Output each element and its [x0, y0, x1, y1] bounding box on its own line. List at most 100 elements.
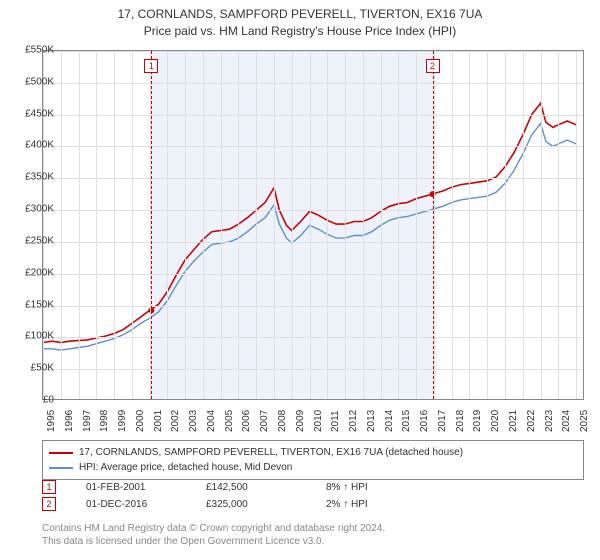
xtick-label: 2014 — [384, 410, 395, 432]
ytick-label: £0 — [14, 395, 54, 406]
gridline-v — [61, 51, 62, 399]
xtick-label: 1995 — [46, 410, 57, 432]
sale-pct-1: 8% ↑ HPI — [326, 482, 416, 493]
xtick-label: 2007 — [259, 410, 270, 432]
sale-row-2: 2 01-DEC-2016 £325,000 2% ↑ HPI — [42, 497, 416, 511]
gridline-h — [43, 178, 583, 179]
gridline-v — [345, 51, 346, 399]
xtick-label: 1999 — [117, 410, 128, 432]
ytick-label: £500K — [14, 76, 54, 87]
legend-box: 17, CORNLANDS, SAMPFORD PEVERELL, TIVERT… — [42, 440, 584, 480]
gridline-v — [256, 51, 257, 399]
sale-pct-2: 2% ↑ HPI — [326, 499, 416, 510]
xtick-label: 2019 — [472, 410, 483, 432]
xtick-label: 2006 — [241, 410, 252, 432]
title-line-2: Price paid vs. HM Land Registry's House … — [0, 23, 600, 40]
sale-row-1: 1 01-FEB-2001 £142,500 8% ↑ HPI — [42, 480, 416, 494]
xtick-label: 2017 — [437, 410, 448, 432]
gridline-v — [523, 51, 524, 399]
gridline-v — [363, 51, 364, 399]
ytick-label: £400K — [14, 140, 54, 151]
gridline-v — [398, 51, 399, 399]
gridline-v — [558, 51, 559, 399]
footer-line-1: Contains HM Land Registry data © Crown c… — [42, 522, 385, 535]
xtick-label: 2005 — [224, 410, 235, 432]
xtick-label: 2013 — [366, 410, 377, 432]
legend-label-blue: HPI: Average price, detached house, Mid … — [79, 460, 292, 475]
sale-date-1: 01-FEB-2001 — [86, 482, 176, 493]
gridline-v — [274, 51, 275, 399]
gridline-v — [114, 51, 115, 399]
gridline-v — [79, 51, 80, 399]
xtick-label: 2015 — [401, 410, 412, 432]
ytick-label: £50K — [14, 363, 54, 374]
ytick-label: £100K — [14, 331, 54, 342]
xtick-label: 2024 — [561, 410, 572, 432]
xtick-label: 1998 — [99, 410, 110, 432]
xtick-label: 2003 — [188, 410, 199, 432]
footer-line-2: This data is licensed under the Open Gov… — [42, 535, 385, 548]
xtick-label: 1996 — [64, 410, 75, 432]
gridline-h — [43, 83, 583, 84]
gridline-h — [43, 337, 583, 338]
chart-marker-1: 1 — [144, 59, 158, 73]
legend-row-blue: HPI: Average price, detached house, Mid … — [49, 460, 577, 475]
xtick-label: 2022 — [526, 410, 537, 432]
gridline-h — [43, 274, 583, 275]
legend-swatch-red — [49, 452, 73, 454]
gridline-h — [43, 210, 583, 211]
gridline-v — [238, 51, 239, 399]
gridline-v — [292, 51, 293, 399]
xtick-label: 2016 — [419, 410, 430, 432]
gridline-v — [434, 51, 435, 399]
gridline-h — [43, 369, 583, 370]
sale-price-2: £325,000 — [206, 499, 296, 510]
gridline-v — [43, 51, 44, 399]
gridline-v — [185, 51, 186, 399]
gridline-v — [505, 51, 506, 399]
legend-label-red: 17, CORNLANDS, SAMPFORD PEVERELL, TIVERT… — [79, 445, 463, 460]
ytick-label: £350K — [14, 172, 54, 183]
ytick-label: £200K — [14, 267, 54, 278]
xtick-label: 2009 — [295, 410, 306, 432]
sale-marker-2: 2 — [42, 497, 56, 511]
xtick-label: 2023 — [544, 410, 555, 432]
ytick-label: £250K — [14, 235, 54, 246]
gridline-v — [327, 51, 328, 399]
marker-line — [433, 51, 434, 399]
sale-date-2: 01-DEC-2016 — [86, 499, 176, 510]
xtick-label: 2008 — [277, 410, 288, 432]
chart-container: 17, CORNLANDS, SAMPFORD PEVERELL, TIVERT… — [0, 0, 600, 560]
line-series-svg — [43, 51, 585, 401]
xtick-label: 2011 — [330, 410, 341, 432]
gridline-v — [541, 51, 542, 399]
xtick-label: 2001 — [153, 410, 164, 432]
xtick-label: 2018 — [455, 410, 466, 432]
footer-text: Contains HM Land Registry data © Crown c… — [42, 522, 385, 548]
ytick-label: £450K — [14, 108, 54, 119]
title-line-1: 17, CORNLANDS, SAMPFORD PEVERELL, TIVERT… — [0, 6, 600, 23]
legend-row-red: 17, CORNLANDS, SAMPFORD PEVERELL, TIVERT… — [49, 445, 577, 460]
gridline-v — [96, 51, 97, 399]
legend-swatch-blue — [49, 467, 73, 469]
xtick-label: 2025 — [579, 410, 590, 432]
xtick-label: 2002 — [170, 410, 181, 432]
sale-price-1: £142,500 — [206, 482, 296, 493]
gridline-v — [381, 51, 382, 399]
chart-marker-2: 2 — [426, 59, 440, 73]
gridline-v — [487, 51, 488, 399]
sale-marker-1: 1 — [42, 480, 56, 494]
xtick-label: 2010 — [313, 410, 324, 432]
gridline-h — [43, 306, 583, 307]
xtick-label: 1997 — [82, 410, 93, 432]
chart-area: 12 — [42, 50, 584, 400]
gridline-v — [416, 51, 417, 399]
xtick-label: 2021 — [508, 410, 519, 432]
plot-region: 12 — [42, 50, 584, 400]
gridline-v — [132, 51, 133, 399]
gridline-h — [43, 242, 583, 243]
xtick-label: 2020 — [490, 410, 501, 432]
ytick-label: £300K — [14, 204, 54, 215]
xtick-label: 2004 — [206, 410, 217, 432]
xtick-label: 2012 — [348, 410, 359, 432]
